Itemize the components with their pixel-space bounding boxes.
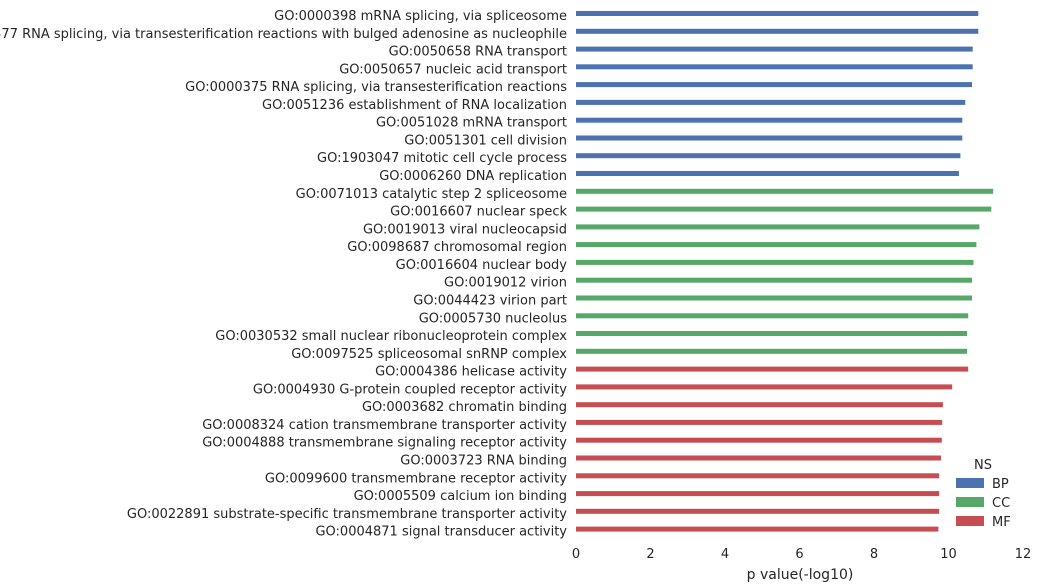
bar: [576, 491, 940, 497]
x-axis-ticks: 0 2 4 6 8 10 12: [572, 547, 1031, 562]
bar: [576, 348, 968, 354]
bar: [576, 64, 973, 70]
x-axis-title: p value(-log10): [747, 567, 854, 583]
category-label: GO:0030532 small nuclear ribonucleoprote…: [215, 329, 567, 344]
bar: [576, 277, 972, 283]
bar: [576, 11, 979, 16]
category-label: GO:0003723 RNA binding: [400, 454, 567, 469]
bar: [576, 366, 969, 372]
category-label: GO:0006260 DNA replication: [379, 169, 567, 184]
x-tick-label: 12: [1015, 547, 1032, 562]
category-label: GO:0005730 nucleolus: [419, 311, 568, 326]
bar: [576, 153, 961, 159]
bar: [576, 473, 940, 479]
bar: [576, 313, 969, 319]
bar: [576, 259, 974, 265]
bar: [576, 99, 966, 105]
category-label: GO:0004386 helicase activity: [375, 365, 567, 380]
category-label: GO:0004930 G-protein coupled receptor ac…: [253, 382, 567, 397]
bar: [576, 135, 963, 141]
legend-label: BP: [992, 477, 1009, 492]
category-label: GO:0071013 catalytic step 2 spliceosome: [296, 187, 567, 202]
category-label: GO:0016604 nuclear body: [396, 258, 568, 273]
bar: [576, 508, 940, 514]
x-tick-label: 10: [940, 547, 957, 562]
category-label: GO:0000377 RNA splicing, via transesteri…: [0, 27, 567, 42]
category-label: GO:0004871 signal transducer activity: [315, 525, 567, 540]
bar: [576, 82, 972, 88]
bar: [576, 455, 942, 461]
bar: [576, 206, 992, 212]
bar: [576, 402, 943, 408]
bar: [576, 224, 980, 230]
legend: NS BP CC MF: [956, 458, 1011, 530]
category-label: GO:0050658 RNA transport: [389, 45, 567, 60]
legend-swatch: [956, 478, 984, 488]
category-label: GO:0051028 mRNA transport: [376, 116, 567, 131]
bar: [576, 295, 972, 301]
category-label: GO:0019012 virion: [444, 276, 567, 291]
bar: [576, 46, 973, 52]
bar: [576, 437, 942, 443]
legend-title: NS: [974, 458, 992, 473]
bars-layer: [576, 11, 994, 532]
category-label: GO:0099600 transmembrane receptor activi…: [265, 471, 567, 486]
category-label: GO:0051301 cell division: [404, 134, 567, 149]
x-tick-label: 2: [646, 547, 654, 562]
bar: [576, 117, 963, 123]
legend-label: MF: [992, 515, 1011, 530]
bar: [576, 242, 977, 248]
legend-swatch: [956, 516, 984, 526]
legend-swatch: [956, 497, 984, 507]
bar: [576, 419, 943, 425]
bar: [576, 526, 939, 532]
category-label: GO:0022891 substrate-specific transmembr…: [127, 507, 567, 522]
category-label: GO:1903047 mitotic cell cycle process: [317, 151, 567, 166]
category-label: GO:0000375 RNA splicing, via transesteri…: [185, 80, 567, 95]
category-label: GO:0019013 viral nucleocapsid: [363, 222, 567, 237]
category-label: GO:0050657 nucleic acid transport: [339, 62, 567, 77]
category-label: GO:0098687 chromosomal region: [347, 240, 567, 255]
x-tick-label: 4: [721, 547, 729, 562]
bar: [576, 28, 979, 34]
legend-label: CC: [992, 496, 1010, 511]
bar: [576, 331, 968, 336]
category-label: GO:0008324 cation transmembrane transpor…: [202, 418, 567, 433]
category-label: GO:0051236 establishment of RNA localiza…: [262, 98, 567, 113]
bar: [576, 384, 953, 390]
category-labels: GO:0000398 mRNA splicing, via spliceosom…: [0, 9, 567, 540]
x-tick-label: 8: [870, 547, 878, 562]
category-label: GO:0004888 transmembrane signaling recep…: [202, 436, 567, 451]
bar: [576, 188, 994, 194]
x-tick-label: 6: [795, 547, 803, 562]
category-label: GO:0016607 nuclear speck: [390, 205, 567, 220]
category-label: GO:0003682 chromatin binding: [362, 400, 567, 415]
category-label: GO:0044423 virion part: [413, 294, 567, 309]
category-label: GO:0097525 spliceosomal snRNP complex: [291, 347, 567, 362]
category-label: GO:0005509 calcium ion binding: [354, 489, 567, 504]
x-tick-label: 0: [572, 547, 580, 562]
bar: [576, 171, 959, 176]
category-label: GO:0000398 mRNA splicing, via spliceosom…: [274, 9, 567, 24]
